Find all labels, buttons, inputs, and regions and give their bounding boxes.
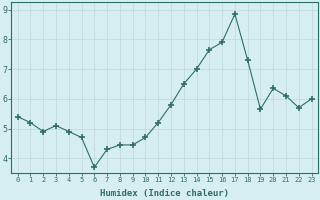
X-axis label: Humidex (Indice chaleur): Humidex (Indice chaleur)	[100, 189, 229, 198]
